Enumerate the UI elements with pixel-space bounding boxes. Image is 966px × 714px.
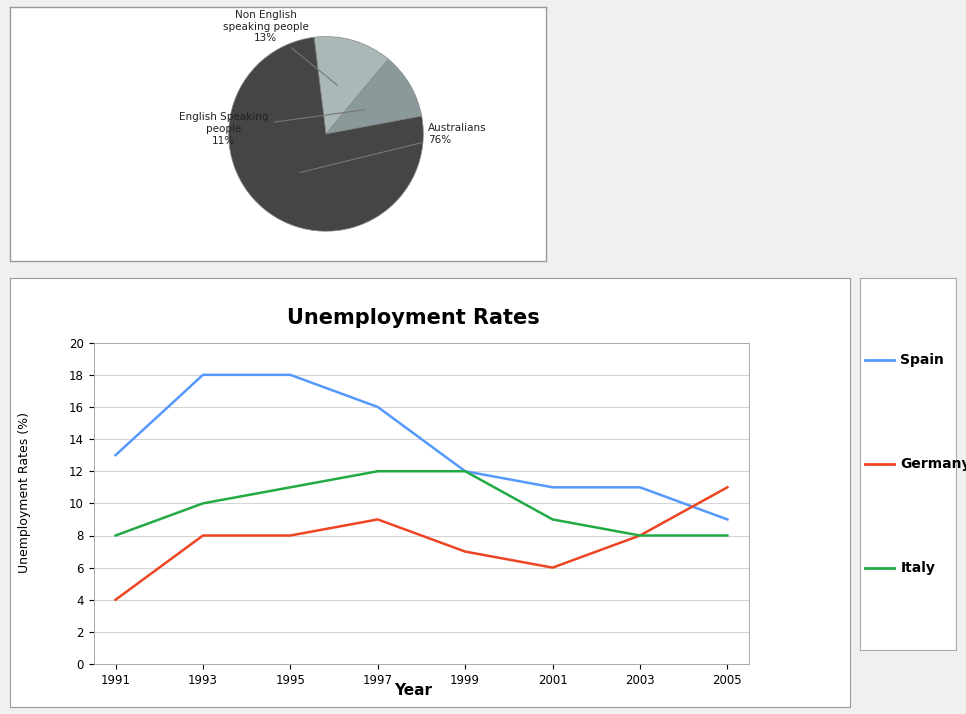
Text: Germany: Germany	[900, 457, 966, 471]
Text: Year: Year	[394, 683, 432, 698]
Text: Unemployment Rates (%): Unemployment Rates (%)	[18, 412, 31, 573]
Text: Italy: Italy	[900, 561, 935, 575]
Text: Unemployment Rates: Unemployment Rates	[287, 308, 539, 328]
Text: Spain: Spain	[900, 353, 944, 367]
